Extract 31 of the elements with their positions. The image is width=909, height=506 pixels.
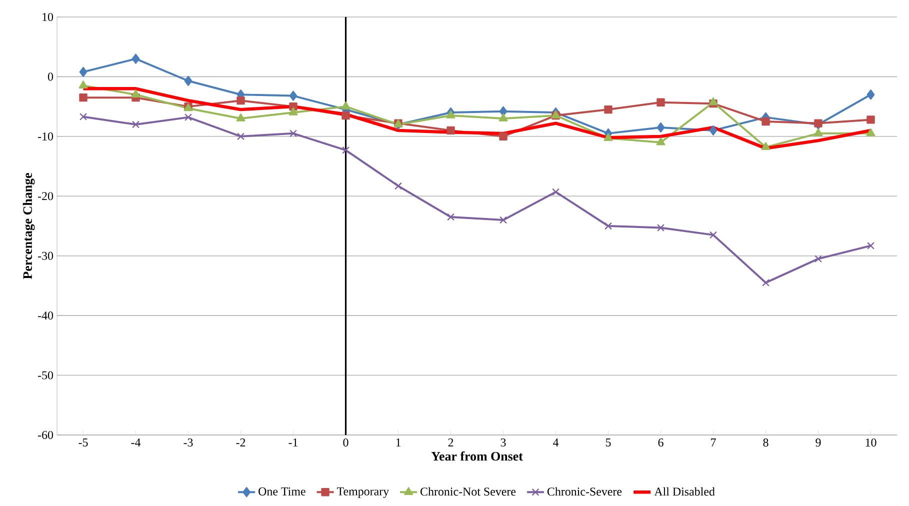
x-tick-label: -4 (131, 438, 141, 446)
x-tick-label: 9 (816, 438, 821, 447)
x-tick-label: 8 (763, 438, 768, 447)
x-tick-label: 6 (658, 438, 664, 447)
y-tick-label: 10 (42, 12, 54, 22)
x-tick-label: -3 (184, 438, 193, 447)
y-tick-label: -10 (38, 132, 54, 140)
y-tick-label: -20 (38, 192, 54, 200)
x-tick-label: 2 (448, 438, 454, 446)
x-tick-label: 10 (866, 438, 876, 447)
y-tick-label: -50 (38, 371, 54, 380)
y-tick-label: -30 (38, 252, 54, 260)
x-tick-label: 4 (553, 438, 559, 446)
x-tick-label: 0 (343, 438, 348, 447)
y-tick-label: -40 (38, 312, 54, 320)
x-tick-label: -5 (78, 438, 88, 446)
y-tick-label: -60 (38, 430, 54, 440)
x-tick-label: 1 (396, 438, 401, 446)
y-axis-title: Percentage Change (22, 173, 35, 280)
x-tick-label: 5 (606, 438, 611, 446)
x-tick-label: 7 (711, 438, 716, 446)
legend-label: One Time (258, 487, 306, 496)
x-axis-title: Year from Onset (431, 451, 523, 461)
x-tick-label: -1 (288, 438, 298, 446)
legend-label: Temporary (337, 487, 390, 498)
legend-label: All Disabled (654, 487, 715, 496)
legend-label: Chronic-Not Severe (420, 487, 516, 496)
legend-label: Chronic-Severe (547, 487, 622, 496)
x-tick-label: -2 (236, 438, 246, 446)
y-tick-label: 0 (48, 72, 54, 81)
x-tick-label: 3 (500, 438, 506, 447)
